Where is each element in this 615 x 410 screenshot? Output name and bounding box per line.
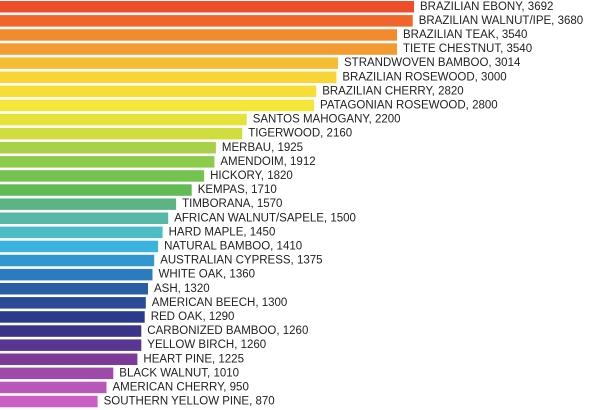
bar-label-7: PATAGONIAN ROSEWOOD, 2800 [320, 100, 498, 112]
bar-27 [0, 381, 107, 394]
bar-6 [0, 85, 317, 98]
bar-label-1: BRAZILIAN WALNUT/IPE, 3680 [419, 15, 583, 27]
bar-label-13: KEMPAS, 1710 [198, 184, 277, 196]
bar-label-8: SANTOS MAHOGANY, 2200 [253, 114, 401, 126]
bar-label-22: RED OAK, 1290 [151, 311, 235, 323]
bar-3 [0, 43, 397, 55]
bar-label-15: AFRICAN WALNUT/SAPELE, 1500 [174, 212, 356, 224]
bar-label-11: AMENDOIM, 1912 [220, 156, 315, 168]
bar-label-10: MERBAU, 1925 [222, 142, 303, 154]
bar-19 [0, 268, 153, 281]
bar-24 [0, 339, 142, 351]
bar-label-0: BRAZILIAN EBONY, 3692 [420, 1, 553, 13]
bar-25 [0, 353, 138, 365]
bar-label-21: AMERICAN BEECH, 1300 [152, 297, 287, 309]
bar-15 [0, 212, 169, 224]
bar-8 [0, 113, 247, 126]
bar-label-3: TIETE CHESTNUT, 3540 [403, 43, 532, 55]
bar-5 [0, 71, 337, 83]
bar-21 [0, 297, 146, 309]
bar-22 [0, 311, 145, 323]
bar-label-2: BRAZILIAN TEAK, 3540 [403, 29, 527, 41]
bar-label-4: STRANDWOVEN BAMBOO, 3014 [344, 57, 521, 69]
bar-label-9: TIGERWOOD, 2160 [248, 128, 352, 140]
bar-label-24: YELLOW BIRCH, 1260 [147, 339, 266, 351]
bar-label-28: SOUTHERN YELLOW PINE, 870 [104, 396, 275, 408]
bar-group [0, 1, 414, 408]
bar-9 [0, 127, 243, 140]
bar-12 [0, 170, 205, 182]
bar-16 [0, 226, 163, 239]
bar-11 [0, 156, 215, 168]
bar-label-14: TIMBORANA, 1570 [182, 198, 282, 210]
bar-20 [0, 283, 148, 295]
bar-label-20: ASH, 1320 [154, 283, 210, 295]
bar-18 [0, 254, 155, 267]
bar-4 [0, 57, 338, 69]
bar-2 [0, 29, 397, 41]
bar-23 [0, 325, 142, 337]
bar-label-19: WHITE OAK, 1360 [159, 269, 256, 281]
bar-13 [0, 184, 192, 196]
bar-26 [0, 367, 114, 380]
bar-label-26: BLACK WALNUT, 1010 [119, 367, 239, 379]
bar-28 [0, 395, 98, 408]
bar-label-group: BRAZILIAN EBONY, 3692 BRAZILIAN WALNUT/IP… [104, 1, 584, 408]
bar-1 [0, 15, 413, 27]
bar-label-17: NATURAL BAMBOO, 1410 [164, 240, 302, 252]
bar-7 [0, 99, 314, 112]
bar-label-6: BRAZILIAN CHERRY, 2820 [322, 85, 463, 97]
bar-label-23: CARBONIZED BAMBOO, 1260 [147, 325, 308, 337]
bar-0 [0, 1, 414, 13]
bar-14 [0, 198, 177, 210]
bar-17 [0, 240, 159, 253]
bar-10 [0, 142, 216, 154]
bar-label-16: HARD MAPLE, 1450 [169, 226, 276, 238]
bar-label-27: AMERICAN CHERRY, 950 [113, 381, 249, 393]
bar-label-25: HEART PINE, 1225 [143, 353, 244, 365]
bar-label-12: HICKORY, 1820 [210, 170, 293, 182]
bar-label-18: AUSTRALIAN CYPRESS, 1375 [160, 255, 322, 267]
bar-label-5: BRAZILIAN ROSEWOOD, 3000 [342, 71, 506, 83]
